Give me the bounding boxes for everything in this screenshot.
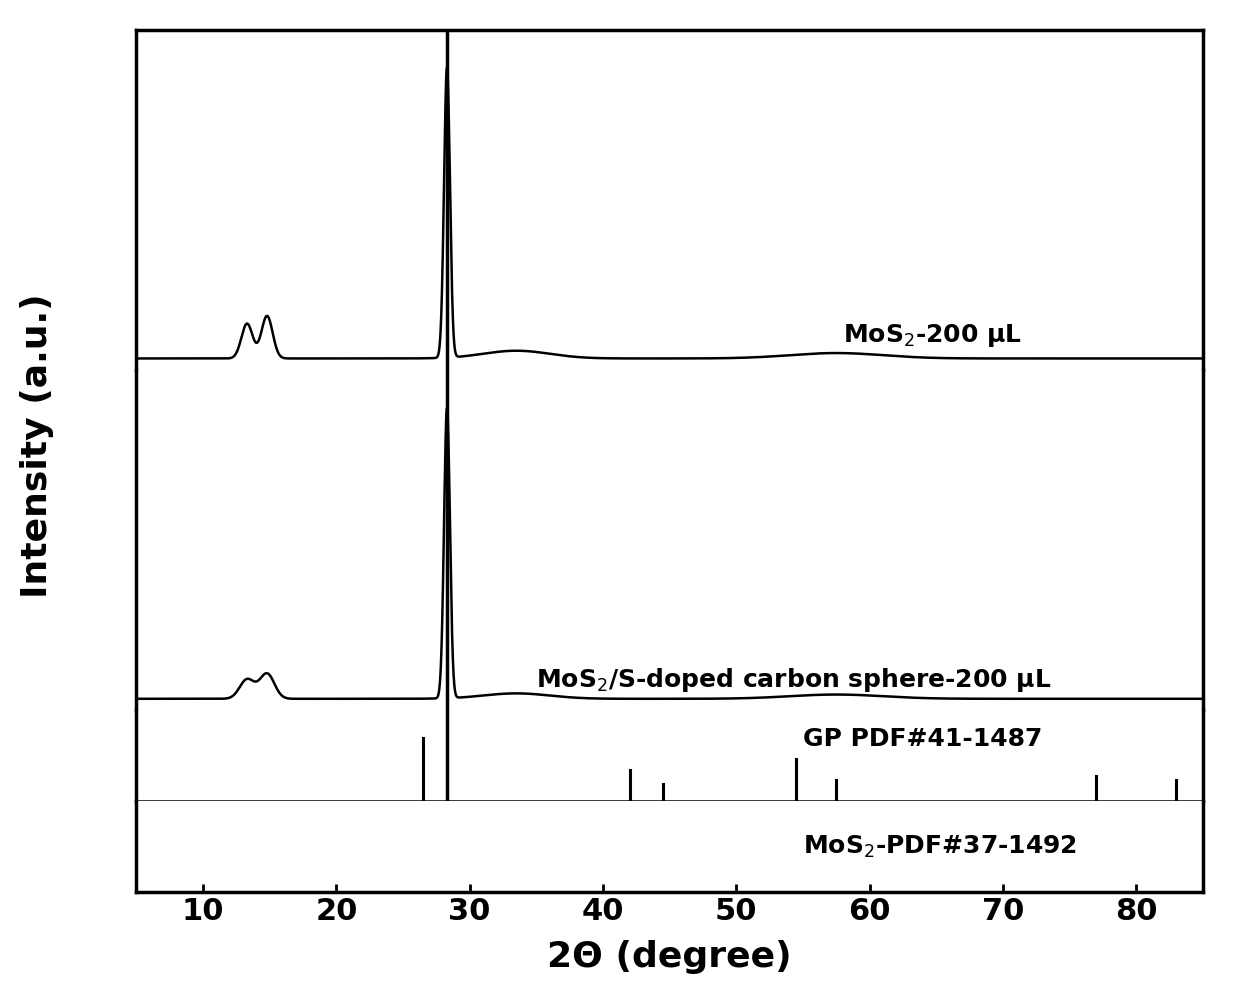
- Text: MoS$_2$-200 μL: MoS$_2$-200 μL: [843, 322, 1022, 349]
- Text: MoS$_2$/S-doped carbon sphere-200 μL: MoS$_2$/S-doped carbon sphere-200 μL: [536, 666, 1052, 694]
- X-axis label: 2Θ (degree): 2Θ (degree): [547, 939, 792, 973]
- Text: MoS$_2$-PDF#37-1492: MoS$_2$-PDF#37-1492: [802, 834, 1076, 860]
- Text: Intensity (a.u.): Intensity (a.u.): [20, 293, 55, 599]
- Text: GP PDF#41-1487: GP PDF#41-1487: [802, 727, 1043, 751]
